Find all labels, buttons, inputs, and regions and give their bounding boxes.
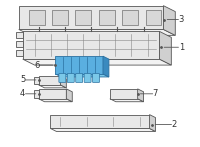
Polygon shape [55,74,109,77]
Polygon shape [55,56,103,74]
Polygon shape [16,41,23,47]
Polygon shape [50,115,150,128]
Polygon shape [60,76,66,88]
Polygon shape [146,10,161,25]
Polygon shape [23,31,159,59]
Polygon shape [16,50,23,56]
Polygon shape [138,89,144,102]
Text: 4: 4 [20,89,25,98]
Polygon shape [103,56,109,77]
FancyBboxPatch shape [93,74,100,82]
Polygon shape [19,6,163,29]
Text: 1: 1 [179,43,184,52]
Polygon shape [66,89,72,102]
FancyBboxPatch shape [67,74,74,82]
Polygon shape [34,90,39,98]
Polygon shape [39,99,72,102]
Text: 6: 6 [34,61,39,70]
Polygon shape [34,77,39,84]
Polygon shape [110,99,144,102]
Polygon shape [52,10,68,25]
Polygon shape [122,10,138,25]
Polygon shape [75,10,91,25]
FancyBboxPatch shape [59,74,66,82]
Polygon shape [16,32,23,38]
Polygon shape [39,85,66,88]
Polygon shape [29,10,45,25]
Polygon shape [19,29,175,35]
Text: 7: 7 [153,89,158,98]
Polygon shape [150,115,155,131]
Polygon shape [159,31,171,65]
Polygon shape [110,89,138,99]
Polygon shape [50,128,155,131]
FancyBboxPatch shape [76,74,83,82]
Text: 2: 2 [172,120,177,129]
Text: 5: 5 [20,75,25,84]
Polygon shape [23,59,171,65]
FancyBboxPatch shape [84,74,91,82]
Text: 3: 3 [179,15,184,24]
Polygon shape [39,89,66,99]
Polygon shape [39,76,60,85]
Polygon shape [163,6,175,35]
Polygon shape [99,10,115,25]
